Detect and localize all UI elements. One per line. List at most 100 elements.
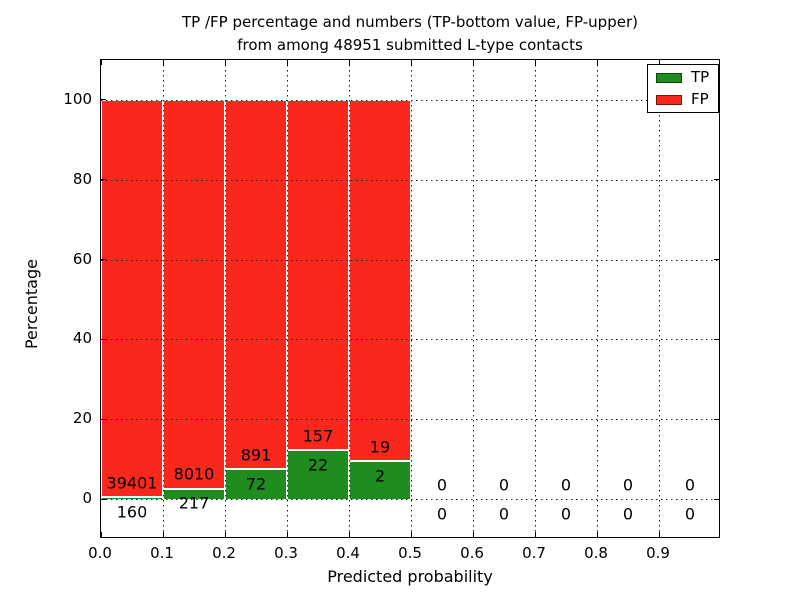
x-tick-mark [286,532,288,537]
legend-label-fp: FP [691,90,709,108]
fp-count-label: 39401 [106,473,158,493]
x-axis-label: Predicted probability [327,567,493,586]
tp-count-label: 0 [498,504,510,524]
x-tick-mark [348,532,350,537]
bar-segment-fp [225,99,287,470]
y-gridline [101,99,719,101]
x-tick-mark [410,532,412,537]
x-gridline [162,60,164,537]
bar-segment-fp [101,99,163,498]
tp-count-label: 2 [374,466,386,486]
y-tick-label: 0 [82,489,92,508]
legend: TP FP [647,64,720,113]
x-tick-mark [348,60,350,65]
y-tick-mark [101,338,106,340]
x-gridline [534,60,536,537]
y-tick-mark [101,259,106,261]
bar-segment-fp [349,99,411,462]
fp-count-label: 0 [498,475,510,495]
x-gridline [596,60,598,537]
tp-count-label: 72 [245,474,267,494]
tp-color-swatch-icon [656,72,682,83]
x-tick-label: 0.6 [460,544,484,562]
x-gridline [472,60,474,537]
x-tick-mark [162,532,164,537]
legend-entry-fp: FP [656,92,709,107]
x-tick-label: 0.5 [398,544,422,562]
bar-segment-fp [163,99,225,489]
y-gridline [101,259,719,261]
x-tick-mark [162,60,164,65]
chart-title: TP /FP percentage and numbers (TP-bottom… [182,13,638,31]
chart-subtitle: from among 48951 submitted L-type contac… [237,36,583,54]
fp-count-label: 0 [436,475,448,495]
fp-count-label: 8010 [173,464,215,484]
x-tick-mark [596,60,598,65]
bar-segment-tp [349,461,411,500]
x-gridline [658,60,660,537]
tp-count-label: 0 [436,504,448,524]
y-gridline [101,499,719,501]
x-tick-mark [410,60,412,65]
plot-area: 39401 160 8010 217 891 72 157 22 19 2 0 0 0 0 0 0 0 0 0 0 [100,59,720,538]
y-tick-mark [101,99,106,101]
fp-count-label: 157 [302,426,334,446]
x-tick-mark [658,532,660,537]
x-tick-mark [534,532,536,537]
y-tick-label: 20 [72,409,92,428]
x-gridline [224,60,226,537]
x-tick-mark [224,60,226,65]
y-tick-mark [714,498,719,500]
y-tick-label: 100 [63,89,92,108]
fp-count-label: 0 [684,475,696,495]
y-tick-mark [101,179,106,181]
y-tick-mark [101,418,106,420]
fp-count-label: 19 [369,437,391,457]
tp-count-label: 0 [684,504,696,524]
x-tick-label: 0.0 [88,544,112,562]
x-tick-label: 0.1 [150,544,174,562]
x-tick-mark [472,532,474,537]
bar-segment-tp [225,469,287,500]
legend-entry-tp: TP [656,70,709,85]
x-tick-label: 0.2 [212,544,236,562]
tp-count-label: 160 [116,502,148,522]
x-tick-mark [658,60,660,65]
y-tick-mark [714,338,719,340]
x-tick-mark [100,532,102,537]
y-tick-label: 80 [72,169,92,188]
x-gridline [348,60,350,537]
y-tick-label: 60 [72,249,92,268]
bar-segment-tp [287,450,349,500]
y-gridline [101,419,719,421]
x-gridline [286,60,288,537]
y-tick-mark [101,498,106,500]
y-axis-label: Percentage [22,259,41,350]
x-tick-mark [596,532,598,537]
x-tick-label: 0.3 [274,544,298,562]
y-tick-mark [714,259,719,261]
x-tick-mark [472,60,474,65]
x-tick-label: 0.7 [522,544,546,562]
x-tick-mark [100,60,102,65]
tp-count-label: 0 [622,504,634,524]
x-gridline [410,60,412,537]
x-tick-mark [286,60,288,65]
y-tick-mark [714,418,719,420]
tp-count-label: 217 [178,493,210,513]
x-tick-label: 0.9 [646,544,670,562]
fp-count-label: 0 [622,475,634,495]
fp-color-swatch-icon [656,94,682,105]
y-tick-label: 40 [72,329,92,348]
fp-count-label: 0 [560,475,572,495]
fp-count-label: 891 [240,445,272,465]
tp-count-label: 0 [560,504,572,524]
tp-count-label: 22 [307,455,329,475]
x-tick-label: 0.8 [584,544,608,562]
y-gridline [101,339,719,341]
y-tick-mark [714,179,719,181]
x-tick-label: 0.4 [336,544,360,562]
x-tick-mark [534,60,536,65]
x-tick-mark [224,532,226,537]
